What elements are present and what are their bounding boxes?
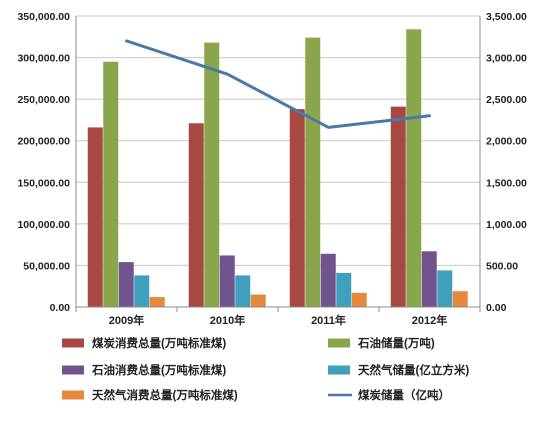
legend-label: 天然气储量(亿立方米) (358, 363, 469, 377)
legend-item-1: 煤炭消费总量(万吨标准煤) (62, 336, 226, 350)
legend-swatch (62, 391, 84, 400)
x-tick-label: 2010年 (210, 313, 245, 327)
legend-label: 煤炭储量（亿吨） (358, 388, 450, 402)
bar-3-2012年 (422, 251, 437, 307)
legend-item-2: 石油储量(万吨) (328, 336, 435, 350)
y-right-tick-label: 3,500.00 (486, 11, 527, 23)
y-right-tick-label: 3,000.00 (486, 53, 527, 65)
bar-4-2011年 (336, 273, 351, 307)
y-right-tick-label: 500.00 (486, 260, 518, 272)
bar-3-2009年 (119, 262, 134, 307)
bar-2-2012年 (406, 29, 421, 307)
legend-label: 煤炭消费总量(万吨标准煤) (92, 336, 226, 350)
legend-swatch (328, 339, 350, 348)
y-left-tick-label: 100,000.00 (17, 219, 70, 231)
y-left-tick-label: 150,000.00 (17, 177, 70, 189)
legend-label: 石油消费总量(万吨标准煤) (91, 363, 226, 377)
bar-3-2011年 (321, 254, 336, 307)
bar-4-2009年 (134, 275, 149, 307)
y-right-tick-label: 1,000.00 (486, 219, 527, 231)
y-left-tick-label: 350,000.00 (17, 11, 70, 23)
legend: 煤炭消费总量(万吨标准煤) 石油储量(万吨) 石油消费总量(万吨标准煤) 天然气储量(… (62, 336, 469, 402)
bar-3-2010年 (220, 255, 235, 307)
bar-5-2012年 (453, 291, 468, 307)
legend-item-6: 煤炭储量（亿吨） (328, 388, 450, 402)
bar-1-2010年 (189, 123, 204, 307)
y-right-tick-label: 2,000.00 (486, 136, 527, 148)
y-right-tick-label: 1,500.00 (486, 177, 527, 189)
legend-swatch (62, 339, 84, 348)
bar-2-2010年 (204, 43, 219, 307)
legend-item-4: 天然气储量(亿立方米) (328, 363, 469, 377)
bar-5-2010年 (251, 295, 266, 307)
legend-swatch (328, 366, 350, 375)
line-series (126, 41, 429, 128)
y-right-tick-label: 2,500.00 (486, 94, 527, 106)
y-left-tick-label: 300,000.00 (17, 53, 70, 65)
y-right-tick-label: 0.00 (486, 302, 507, 314)
x-tick-label: 2012年 (412, 313, 447, 327)
legend-item-5: 天然气消费总量(万吨标准煤) (62, 388, 238, 402)
bar-4-2010年 (235, 275, 250, 307)
y-left-tick-label: 250,000.00 (17, 94, 70, 106)
bar-2-2011年 (305, 38, 320, 307)
bar-5-2009年 (150, 297, 165, 307)
legend-label: 天然气消费总量(万吨标准煤) (92, 388, 238, 402)
legend-swatch (62, 366, 84, 375)
y-left-tick-label: 50,000.00 (23, 260, 70, 272)
bar-1-2009年 (88, 127, 103, 307)
bar-2-2009年 (103, 62, 118, 307)
y-left-tick-label: 200,000.00 (17, 136, 70, 148)
bar-1-2012年 (391, 107, 406, 307)
legend-item-3: 石油消费总量(万吨标准煤) (62, 363, 226, 377)
line-series-6 (127, 41, 430, 127)
x-tick-label: 2009年 (109, 313, 144, 327)
bar-1-2011年 (290, 109, 305, 307)
bar-4-2012年 (437, 270, 452, 307)
bar-5-2011年 (352, 293, 367, 307)
y-left-tick-label: 0.00 (50, 302, 71, 314)
legend-label: 石油储量(万吨) (357, 336, 435, 350)
x-tick-label: 2011年 (311, 313, 346, 327)
